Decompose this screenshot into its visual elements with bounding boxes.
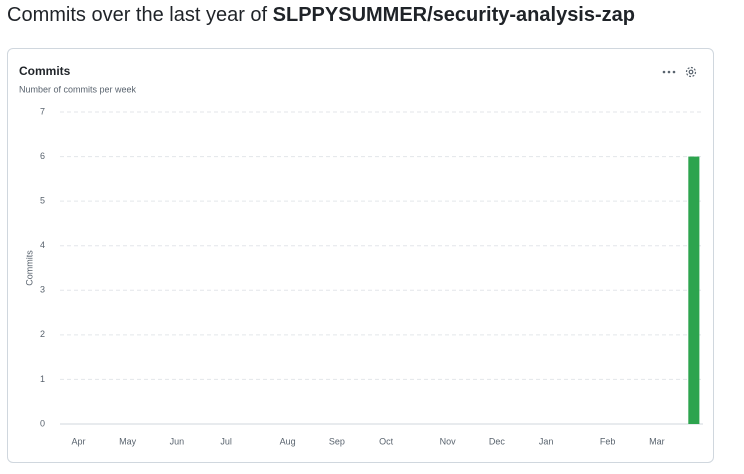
- x-tick-label: Mar: [649, 436, 665, 446]
- y-tick-label: 1: [40, 374, 45, 384]
- x-tick-label: Dec: [489, 436, 506, 446]
- x-tick-label: Apr: [71, 436, 85, 446]
- bar: [688, 156, 700, 425]
- settings-button[interactable]: [685, 66, 697, 78]
- x-tick-label: Aug: [280, 436, 296, 446]
- x-tick-label: Nov: [440, 436, 457, 446]
- y-tick-label: 7: [40, 106, 45, 116]
- chart-subtitle: Number of commits per week: [19, 84, 137, 94]
- repo-name[interactable]: SLPPYSUMMER/security-analysis-zap: [272, 4, 635, 26]
- y-tick-label: 0: [40, 418, 45, 428]
- x-tick-label: Sep: [329, 436, 345, 446]
- chart-card: [7, 48, 714, 463]
- x-tick-label: Feb: [600, 436, 616, 446]
- y-axis-label: Commits: [24, 250, 34, 286]
- more-button[interactable]: [662, 70, 676, 74]
- page-header: Commits over the last year of SLPPYSUMME…: [7, 4, 635, 27]
- header-lead: Commits over the last year of: [7, 4, 268, 26]
- x-tick-label: Oct: [379, 436, 394, 446]
- chart-title: Commits: [19, 64, 71, 78]
- y-tick-label: 2: [40, 329, 45, 339]
- y-tick-label: 3: [40, 285, 45, 295]
- x-tick-label: Jun: [170, 436, 185, 446]
- y-tick-label: 4: [40, 240, 45, 250]
- x-tick-label: May: [119, 436, 137, 446]
- y-tick-label: 6: [40, 151, 45, 161]
- x-tick-label: Jan: [539, 436, 554, 446]
- y-tick-label: 5: [40, 196, 45, 206]
- x-tick-label: Jul: [220, 436, 232, 446]
